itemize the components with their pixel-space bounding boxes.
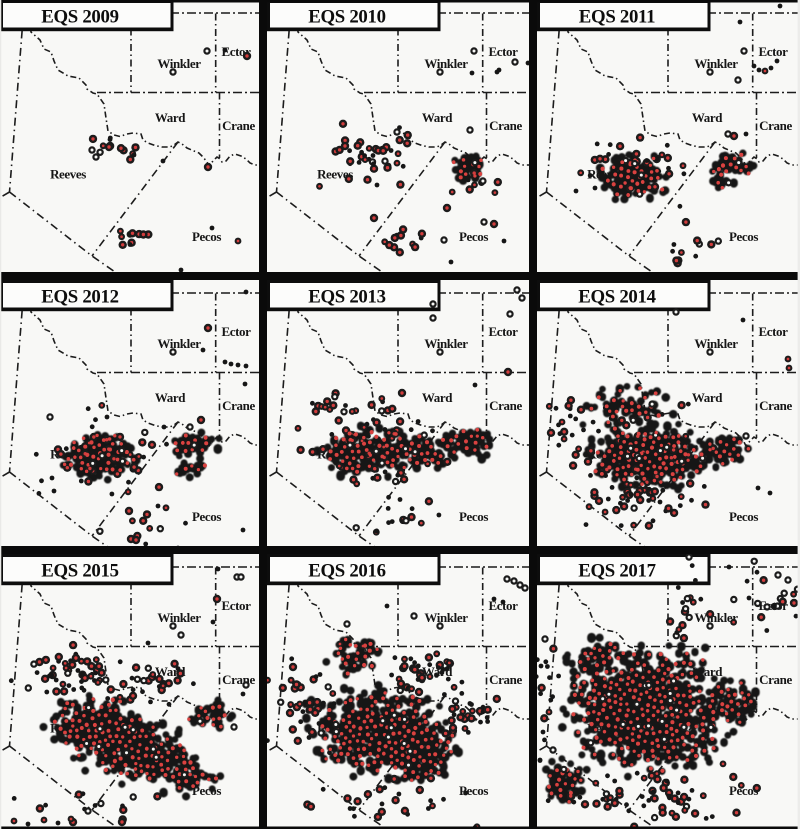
- svg-text:EQS 2009: EQS 2009: [41, 7, 118, 28]
- svg-text:EQS 2012: EQS 2012: [41, 287, 118, 308]
- svg-text:EQS 2016: EQS 2016: [308, 561, 385, 582]
- svg-text:EQS 2010: EQS 2010: [308, 7, 385, 28]
- svg-text:EQS 2014: EQS 2014: [578, 287, 656, 308]
- svg-text:EQS 2011: EQS 2011: [579, 7, 655, 28]
- svg-text:EQS 2017: EQS 2017: [578, 561, 655, 582]
- svg-text:EQS 2015: EQS 2015: [41, 561, 118, 582]
- svg-text:EQS 2013: EQS 2013: [308, 287, 385, 308]
